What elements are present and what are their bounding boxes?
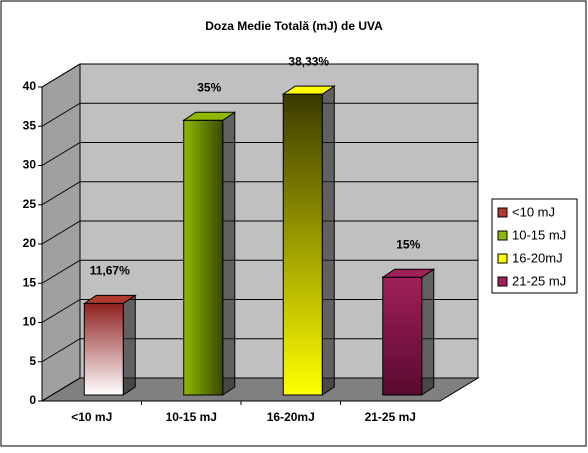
bar xyxy=(183,119,224,396)
data-label: 35% xyxy=(197,80,221,94)
y-tick-label: 5 xyxy=(29,354,36,368)
grid-line xyxy=(41,220,81,245)
y-tick-label: 35 xyxy=(23,118,37,132)
grid-line xyxy=(41,142,81,166)
x-tick-label: 16-20mJ xyxy=(267,410,315,424)
grid-line xyxy=(41,338,81,363)
y-tick-label: 0 xyxy=(29,393,36,407)
bar-side xyxy=(222,111,236,396)
y-tick-label: 10 xyxy=(23,315,37,329)
bar-side xyxy=(321,85,335,396)
y-tick-label: 20 xyxy=(23,236,37,250)
x-tick-label: <10 mJ xyxy=(71,410,112,424)
bar xyxy=(83,302,124,396)
bar-top xyxy=(281,85,336,95)
bar xyxy=(382,276,423,396)
x-tick-label: 21-25 mJ xyxy=(365,410,416,424)
x-tick-label: 10-15 mJ xyxy=(166,410,217,424)
chart-title: Doza Medie Totală (mJ) de UVA xyxy=(205,19,383,33)
legend-swatch xyxy=(497,230,508,241)
y-tick-label: 15 xyxy=(23,275,37,289)
legend-label: <10 mJ xyxy=(512,204,555,219)
bar xyxy=(282,93,323,396)
bar-top xyxy=(82,294,137,304)
grid-line xyxy=(41,102,81,127)
legend-label: 21-25 mJ xyxy=(512,273,566,288)
bar-side xyxy=(122,294,136,396)
y-tick-label: 40 xyxy=(23,79,37,93)
legend-label: 10-15 mJ xyxy=(512,227,566,242)
data-label: 15% xyxy=(396,237,420,251)
legend-label: 16-20mJ xyxy=(512,250,563,265)
grid-line xyxy=(41,299,81,323)
legend-swatch xyxy=(497,276,508,287)
grid-line xyxy=(41,63,81,88)
bar-top xyxy=(381,268,436,278)
grid-line xyxy=(41,181,81,206)
y-tick-label: 25 xyxy=(23,197,37,211)
bar-side xyxy=(421,268,435,396)
data-label: 11,67% xyxy=(90,264,130,278)
grid-line xyxy=(41,377,81,402)
data-label: 38,33% xyxy=(288,54,329,68)
legend-swatch xyxy=(497,253,508,264)
grid-line xyxy=(41,259,81,284)
legend-swatch xyxy=(497,207,508,218)
bar-top xyxy=(182,111,237,121)
y-tick-label: 30 xyxy=(23,158,37,172)
